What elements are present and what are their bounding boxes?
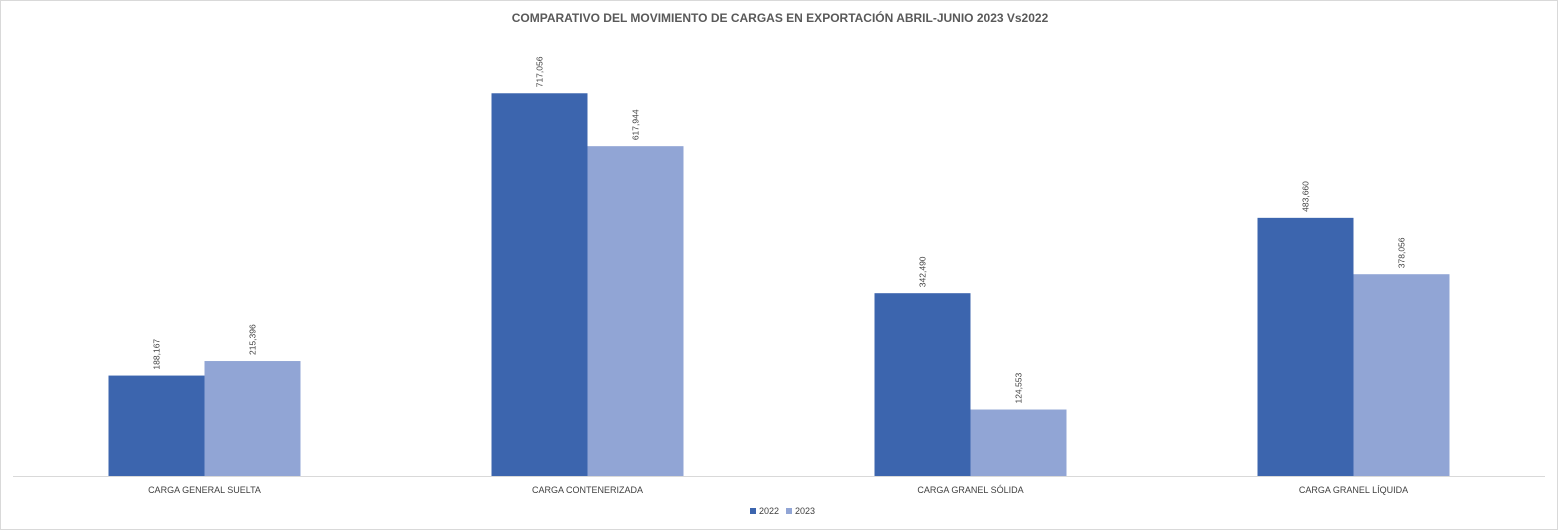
bars-layer	[108, 93, 1450, 476]
data-label-2022-3: 342,490	[918, 256, 928, 287]
bar-2023-1	[204, 361, 301, 476]
data-label-2023-1: 215,396	[248, 324, 258, 355]
category-label: CARGA CONTENERIZADA	[532, 485, 643, 495]
bar-2023-4	[1353, 274, 1450, 476]
data-label-2023-2: 617,944	[631, 109, 641, 140]
bar-2023-3	[970, 409, 1067, 476]
data-label-2022-1: 188,167	[152, 339, 162, 370]
category-label: CARGA GENERAL SUELTA	[148, 485, 261, 495]
data-labels-layer: 188,167 215,396 717,056 617,944 342,490 124,5…	[152, 56, 1407, 403]
bar-2022-3	[874, 293, 971, 476]
legend: 2022 2023	[750, 506, 815, 516]
legend-label-2022: 2022	[759, 506, 779, 516]
chart-title: COMPARATIVO DEL MOVIMIENTO DE CARGAS EN …	[512, 10, 1049, 25]
data-label-2022-4: 483,660	[1301, 181, 1311, 212]
bar-2022-1	[108, 375, 205, 476]
data-label-2023-4: 378,056	[1397, 237, 1407, 268]
category-label: CARGA GRANEL SÓLIDA	[917, 485, 1023, 495]
category-labels-layer: CARGA GENERAL SUELTA CARGA CONTENERIZADA C…	[148, 485, 1408, 495]
data-label-2023-3: 124,553	[1014, 373, 1024, 404]
legend-swatch-2022	[750, 508, 756, 514]
legend-swatch-2023	[786, 508, 792, 514]
bar-2023-2	[587, 146, 684, 476]
legend-label-2023: 2023	[795, 506, 815, 516]
bar-2022-4	[1257, 217, 1354, 476]
category-label: CARGA GRANEL LÍQUIDA	[1299, 485, 1408, 495]
data-label-2022-2: 717,056	[535, 56, 545, 87]
bar-2022-2	[491, 93, 588, 476]
